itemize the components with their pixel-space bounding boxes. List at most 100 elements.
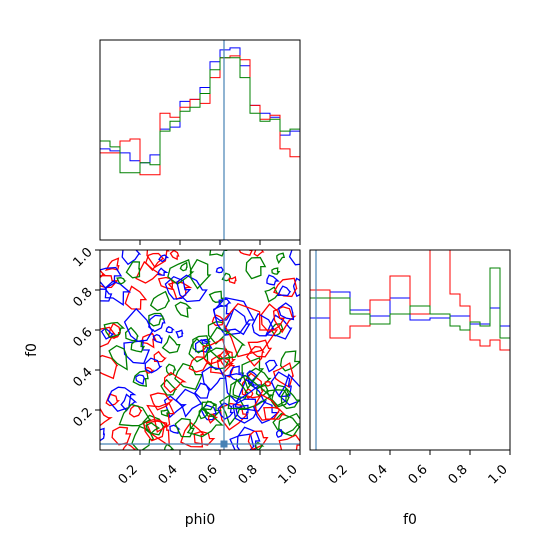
contour-line — [149, 290, 171, 312]
contour-line — [219, 402, 249, 431]
contour-line — [271, 384, 291, 407]
contour-line — [100, 275, 119, 289]
contour-line — [247, 430, 269, 450]
contour-line — [221, 303, 279, 358]
contour-line — [135, 374, 146, 385]
contour-line — [179, 261, 188, 272]
contour-line — [260, 303, 286, 334]
contour-y-tick-label: 0.2 — [70, 405, 95, 430]
hist-phi0-panel — [99, 39, 301, 245]
hist-phi0-frame — [99, 39, 301, 241]
contour-line — [167, 281, 193, 301]
contour-line — [175, 329, 184, 339]
contour-line — [100, 427, 106, 442]
contour-line — [201, 366, 226, 391]
contour-line — [264, 381, 272, 387]
contour-line — [125, 261, 141, 279]
contour-line — [149, 392, 174, 411]
contour-line — [100, 266, 123, 290]
contour-line — [201, 401, 217, 411]
contour-line — [276, 285, 292, 297]
contour-line — [209, 250, 228, 257]
contour-y-tick-label: 1.0 — [70, 245, 95, 270]
contour-line — [176, 274, 208, 303]
contour-line — [100, 288, 113, 302]
contour-line — [245, 256, 267, 280]
contour-line — [212, 297, 255, 336]
contour-y-tick-label: 0.8 — [70, 285, 95, 310]
contour-line — [158, 254, 170, 263]
contour-line — [144, 357, 163, 374]
contour-line — [217, 402, 235, 420]
contour-frame — [99, 249, 301, 451]
hist-f0-x-tick-label: 0.4 — [366, 462, 391, 487]
contour-line — [288, 250, 300, 266]
contour-line — [216, 357, 234, 375]
histogram-series-line — [310, 249, 510, 351]
contour-line — [272, 306, 297, 334]
contour-line — [111, 426, 132, 446]
contour-line — [271, 323, 284, 337]
hist-f0-panel: 0.2 0.4 0.6 0.8 1.0 — [309, 249, 511, 487]
contour-line — [128, 405, 143, 418]
contour-line — [104, 257, 120, 271]
contour-line — [163, 395, 187, 419]
hist-f0-frame — [309, 249, 511, 451]
contour-line — [264, 286, 280, 303]
contour-line — [174, 417, 195, 438]
contour-line — [148, 312, 165, 327]
contour-x-tick-label: 0.4 — [156, 462, 181, 487]
contour-line — [146, 250, 170, 269]
contour-y-tick-label: 0.6 — [70, 325, 95, 350]
contour-line — [100, 269, 106, 279]
contour-line — [157, 276, 175, 291]
contour-line — [228, 276, 237, 285]
contour-line — [145, 422, 161, 435]
truth-marker — [220, 440, 228, 448]
contour-x-tick-label: 0.2 — [116, 462, 141, 487]
contour-line — [123, 339, 151, 365]
contour-line — [263, 406, 287, 420]
contour-line — [123, 307, 155, 343]
contour-line — [207, 413, 219, 424]
contour-line — [253, 250, 265, 257]
hist-f0-x-tick-label: 0.6 — [406, 462, 431, 487]
contour-line — [163, 443, 175, 450]
contour-line — [152, 333, 163, 344]
contour-line — [160, 378, 178, 396]
contour-line — [107, 386, 137, 412]
contour-line — [174, 362, 203, 391]
contour-line — [211, 314, 226, 327]
contour-line — [100, 327, 116, 340]
contour-line — [280, 387, 300, 410]
contour-line — [157, 267, 169, 277]
contour-line — [148, 314, 166, 333]
contour-line — [221, 272, 232, 282]
contour-line — [124, 326, 139, 342]
hist-f0-x-tick-label: 0.8 — [446, 462, 471, 487]
contour-line — [208, 290, 226, 303]
contour-line — [100, 354, 119, 380]
contour-line — [189, 258, 212, 290]
contour-line — [215, 266, 225, 274]
contour-line — [165, 326, 175, 334]
x-axis-label-f0: f0 — [403, 512, 417, 528]
contour-line — [118, 403, 151, 427]
contour-line — [276, 428, 284, 439]
contour-line — [277, 302, 295, 321]
contour-line — [266, 274, 280, 286]
contour-line — [124, 285, 148, 310]
contour-x-tick-label: 0.8 — [236, 462, 261, 487]
contour-line — [140, 332, 157, 349]
contour-line — [193, 430, 216, 446]
contour-line — [235, 404, 249, 420]
contour-line — [194, 382, 211, 399]
contour-line — [194, 339, 213, 353]
hist-f0-x-tick-label: 0.2 — [326, 462, 351, 487]
contour-line — [241, 356, 265, 390]
contour-line — [169, 250, 180, 261]
histogram-series-line — [310, 267, 510, 339]
hist-f0-x-tick-label: 1.0 — [486, 462, 511, 487]
contour-panel: 0.2 0.4 0.6 0.8 1.0 0.2 0.4 0.6 0.8 1.0 — [70, 245, 301, 487]
histogram-series-line — [100, 57, 300, 174]
